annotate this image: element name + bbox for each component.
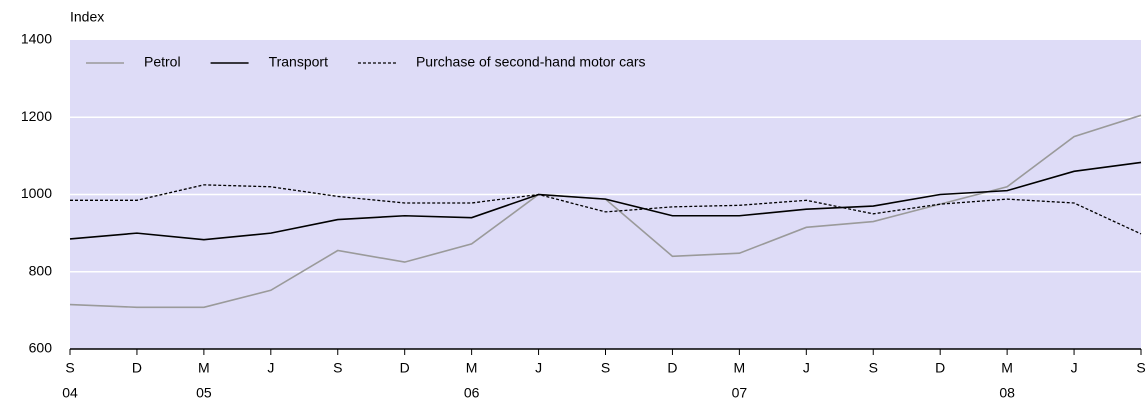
series-line [70,184,1142,235]
x-tick-label: S [601,360,610,376]
x-tick-label: J [1071,360,1078,376]
x-tick-label: M [1001,360,1013,376]
x-year-label: 08 [999,385,1015,401]
x-tick-label: M [734,360,746,376]
x-tick-label: J [535,360,542,376]
legend-label: Purchase of second-hand motor cars [416,54,646,70]
series-line [69,161,1142,241]
x-tick-label: S [1136,360,1145,376]
x-tick-label: M [198,360,210,376]
x-tick-label: M [466,360,478,376]
x-year-label: 06 [464,385,480,401]
x-tick-label: D [132,360,142,376]
y-tick-label: 1200 [21,108,52,124]
x-tick-label: S [333,360,342,376]
x-year-label: 04 [62,385,78,401]
x-tick-label: D [935,360,945,376]
x-tick-label: S [869,360,878,376]
x-tick-label: J [803,360,810,376]
x-tick-label: S [65,360,74,376]
legend-label: Petrol [144,54,181,70]
y-tick-label: 800 [29,262,53,278]
y-axis-label: Index [70,9,104,25]
x-tick-label: J [267,360,274,376]
legend-label: Transport [269,54,329,70]
x-year-label: 07 [732,385,748,401]
x-tick-label: D [400,360,410,376]
y-tick-label: 600 [29,340,53,356]
x-year-label: 05 [196,385,212,401]
y-tick-label: 1400 [21,31,52,47]
y-tick-label: 1000 [21,185,52,201]
x-tick-label: D [667,360,677,376]
